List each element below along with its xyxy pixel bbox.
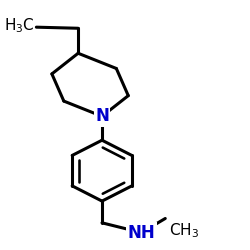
Text: H$_3$C: H$_3$C <box>4 17 35 36</box>
Text: N: N <box>95 107 109 125</box>
Text: CH$_3$: CH$_3$ <box>169 222 199 240</box>
Text: NH: NH <box>128 224 155 242</box>
